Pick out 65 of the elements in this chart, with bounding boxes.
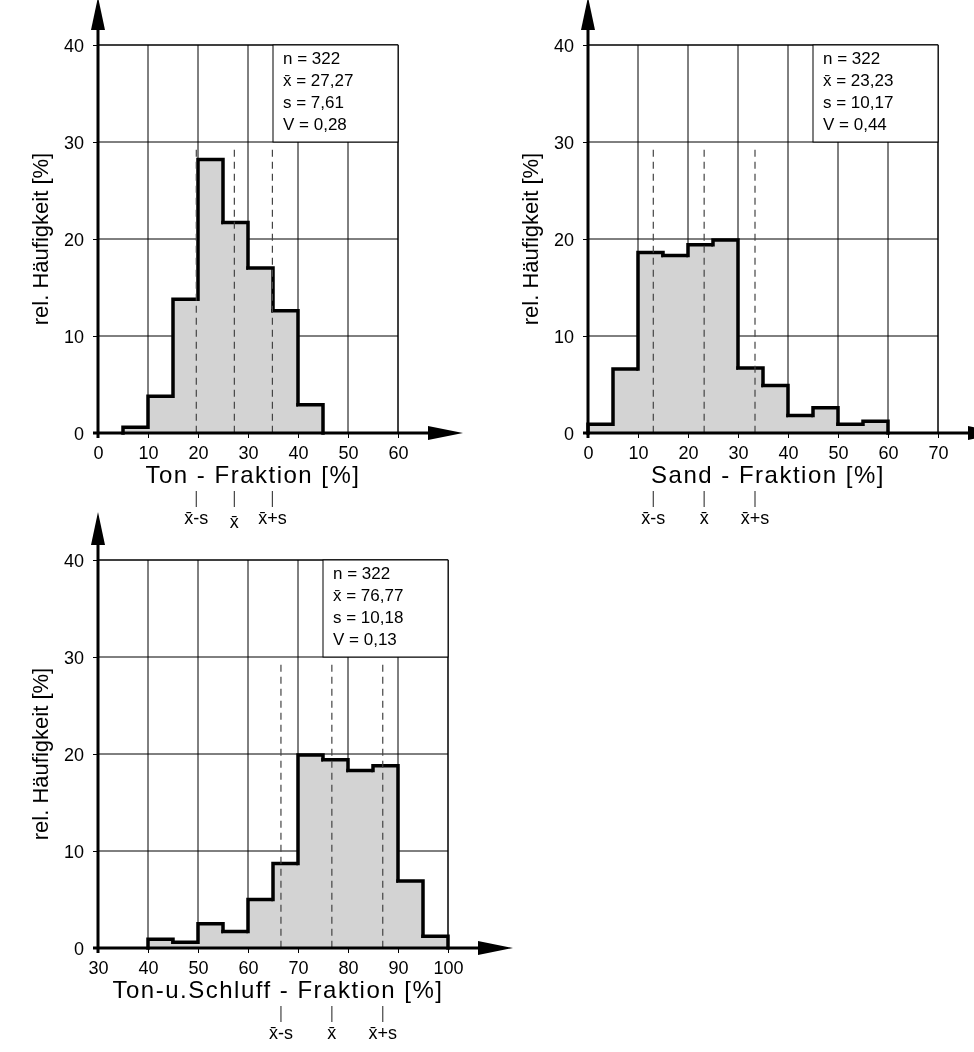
ref-line-label: x̄+s bbox=[740, 508, 770, 528]
x-tick-label: 70 bbox=[288, 958, 309, 978]
annotation: V = 0,13 bbox=[333, 630, 397, 649]
y-tick-label: 0 bbox=[563, 423, 574, 444]
annotation: V = 0,44 bbox=[823, 115, 887, 134]
x-axis-title: Ton - Fraktion [%] bbox=[145, 461, 361, 488]
ref-line-label: x̄ bbox=[229, 512, 239, 532]
x-axis-title: Sand - Fraktion [%] bbox=[651, 461, 885, 488]
ref-line-label: x̄ bbox=[327, 1023, 337, 1043]
x-axis-title: Ton-u.Schluff - Fraktion [%] bbox=[112, 976, 444, 1003]
y-tick-label: 40 bbox=[63, 35, 84, 56]
y-axis-title: rel. Häufigkeit [%] bbox=[518, 152, 543, 326]
annotation: s = 7,61 bbox=[283, 93, 344, 112]
annotation: x̄ = 76,77 bbox=[333, 586, 404, 605]
y-tick-label: 20 bbox=[63, 229, 84, 250]
annotation: n = 322 bbox=[283, 49, 341, 68]
x-tick-label: 80 bbox=[338, 958, 359, 978]
annotation: x̄ = 23,23 bbox=[823, 71, 894, 90]
x-tick-label: 0 bbox=[93, 443, 104, 463]
x-tick-label: 10 bbox=[138, 443, 159, 463]
annotation: n = 322 bbox=[823, 49, 881, 68]
x-tick-label: 60 bbox=[388, 443, 409, 463]
annotation: V = 0,28 bbox=[283, 115, 347, 134]
ref-line-label: x̄-s bbox=[268, 1023, 293, 1043]
y-tick-label: 30 bbox=[553, 132, 574, 153]
x-tick-label: 20 bbox=[188, 443, 209, 463]
y-tick-label: 40 bbox=[553, 35, 574, 56]
x-tick-label: 90 bbox=[388, 958, 409, 978]
x-tick-label: 40 bbox=[778, 443, 799, 463]
x-tick-label: 40 bbox=[288, 443, 309, 463]
y-tick-label: 20 bbox=[553, 229, 574, 250]
y-tick-label: 40 bbox=[63, 550, 84, 571]
x-tick-label: 20 bbox=[678, 443, 699, 463]
y-tick-label: 0 bbox=[73, 938, 84, 959]
x-tick-label: 50 bbox=[188, 958, 209, 978]
x-tick-label: 30 bbox=[238, 443, 259, 463]
annotation: x̄ = 27,27 bbox=[283, 71, 354, 90]
x-tick-label: 30 bbox=[728, 443, 749, 463]
x-tick-label: 40 bbox=[138, 958, 159, 978]
y-tick-label: 10 bbox=[553, 326, 574, 347]
x-tick-label: 60 bbox=[238, 958, 259, 978]
y-tick-label: 20 bbox=[63, 744, 84, 765]
y-tick-label: 0 bbox=[73, 423, 84, 444]
x-tick-label: 0 bbox=[583, 443, 594, 463]
y-tick-label: 10 bbox=[63, 326, 84, 347]
y-tick-label: 10 bbox=[63, 841, 84, 862]
ref-line-label: x̄ bbox=[699, 508, 709, 528]
x-tick-label: 100 bbox=[433, 958, 464, 978]
ref-line-label: x̄+s bbox=[368, 1023, 398, 1043]
y-tick-label: 30 bbox=[63, 132, 84, 153]
annotation: s = 10,17 bbox=[823, 93, 894, 112]
y-tick-label: 30 bbox=[63, 647, 84, 668]
x-tick-label: 70 bbox=[928, 443, 949, 463]
x-tick-label: 10 bbox=[628, 443, 649, 463]
annotation: n = 322 bbox=[333, 564, 391, 583]
x-tick-label: 60 bbox=[878, 443, 899, 463]
x-tick-label: 50 bbox=[828, 443, 849, 463]
x-tick-label: 30 bbox=[88, 958, 109, 978]
ref-line-label: x̄-s bbox=[641, 508, 666, 528]
ref-line-label: x̄-s bbox=[184, 508, 209, 528]
ref-line-label: x̄+s bbox=[258, 508, 287, 528]
y-axis-title: rel. Häufigkeit [%] bbox=[28, 667, 53, 841]
x-tick-label: 50 bbox=[338, 443, 359, 463]
y-axis-title: rel. Häufigkeit [%] bbox=[28, 152, 53, 326]
annotation: s = 10,18 bbox=[333, 608, 404, 627]
